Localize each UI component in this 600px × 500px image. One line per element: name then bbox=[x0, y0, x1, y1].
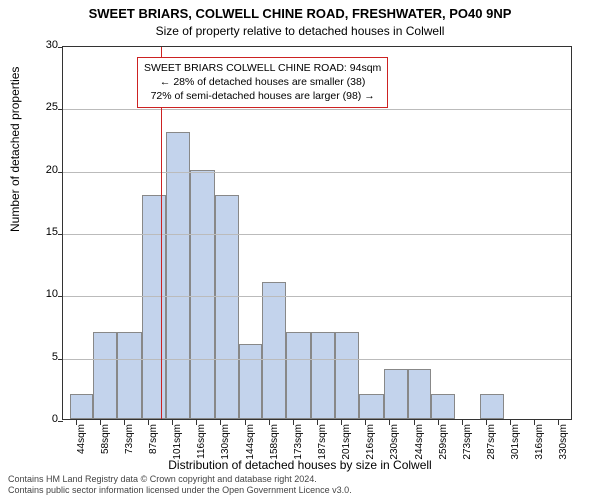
histogram-bar bbox=[166, 132, 190, 419]
histogram-bar bbox=[480, 394, 504, 419]
footer-attribution: Contains HM Land Registry data © Crown c… bbox=[8, 474, 352, 496]
y-tick-label: 15 bbox=[28, 226, 58, 238]
footer-line-2: Contains public sector information licen… bbox=[8, 485, 352, 496]
x-axis-label: Distribution of detached houses by size … bbox=[0, 458, 600, 472]
histogram-bar bbox=[142, 195, 166, 419]
chart-title-main: SWEET BRIARS, COLWELL CHINE ROAD, FRESHW… bbox=[0, 6, 600, 21]
x-tick-label: 330sqm bbox=[558, 424, 569, 484]
y-tick-label: 25 bbox=[28, 101, 58, 113]
x-tick-label: 244sqm bbox=[414, 424, 425, 484]
x-tick-label: 230sqm bbox=[389, 424, 400, 484]
histogram-bar bbox=[384, 369, 408, 419]
x-tick-label: 287sqm bbox=[486, 424, 497, 484]
annotation-line-3: 72% of semi-detached houses are larger (… bbox=[144, 89, 381, 103]
chart-container: SWEET BRIARS, COLWELL CHINE ROAD, FRESHW… bbox=[0, 0, 600, 500]
annotation-box: SWEET BRIARS COLWELL CHINE ROAD: 94sqm ←… bbox=[137, 57, 388, 108]
histogram-bar bbox=[190, 170, 215, 419]
x-tick-label: 301sqm bbox=[510, 424, 521, 484]
y-tick-label: 5 bbox=[28, 351, 58, 363]
histogram-bar bbox=[311, 332, 335, 419]
histogram-bar bbox=[408, 369, 432, 419]
histogram-bar bbox=[262, 282, 286, 419]
x-tick-label: 273sqm bbox=[462, 424, 473, 484]
y-tick-label: 0 bbox=[28, 413, 58, 425]
histogram-bar bbox=[286, 332, 311, 419]
histogram-bar bbox=[215, 195, 239, 419]
chart-title-sub: Size of property relative to detached ho… bbox=[0, 24, 600, 38]
histogram-bar bbox=[431, 394, 455, 419]
y-axis-label: Number of detached properties bbox=[8, 67, 22, 232]
plot-area: SWEET BRIARS COLWELL CHINE ROAD: 94sqm ←… bbox=[62, 46, 572, 420]
histogram-bar bbox=[239, 344, 263, 419]
annotation-line-2: ← 28% of detached houses are smaller (38… bbox=[144, 75, 381, 89]
x-tick-label: 316sqm bbox=[534, 424, 545, 484]
histogram-bar bbox=[70, 394, 94, 419]
histogram-bar bbox=[335, 332, 359, 419]
histogram-bar bbox=[117, 332, 142, 419]
y-tick-label: 20 bbox=[28, 164, 58, 176]
x-tick-label: 259sqm bbox=[438, 424, 449, 484]
histogram-bar bbox=[359, 394, 384, 419]
footer-line-1: Contains HM Land Registry data © Crown c… bbox=[8, 474, 352, 485]
y-tick-label: 10 bbox=[28, 288, 58, 300]
y-tick-label: 30 bbox=[28, 39, 58, 51]
annotation-line-1: SWEET BRIARS COLWELL CHINE ROAD: 94sqm bbox=[144, 61, 381, 75]
histogram-bar bbox=[93, 332, 117, 419]
x-tick-label: 216sqm bbox=[365, 424, 376, 484]
